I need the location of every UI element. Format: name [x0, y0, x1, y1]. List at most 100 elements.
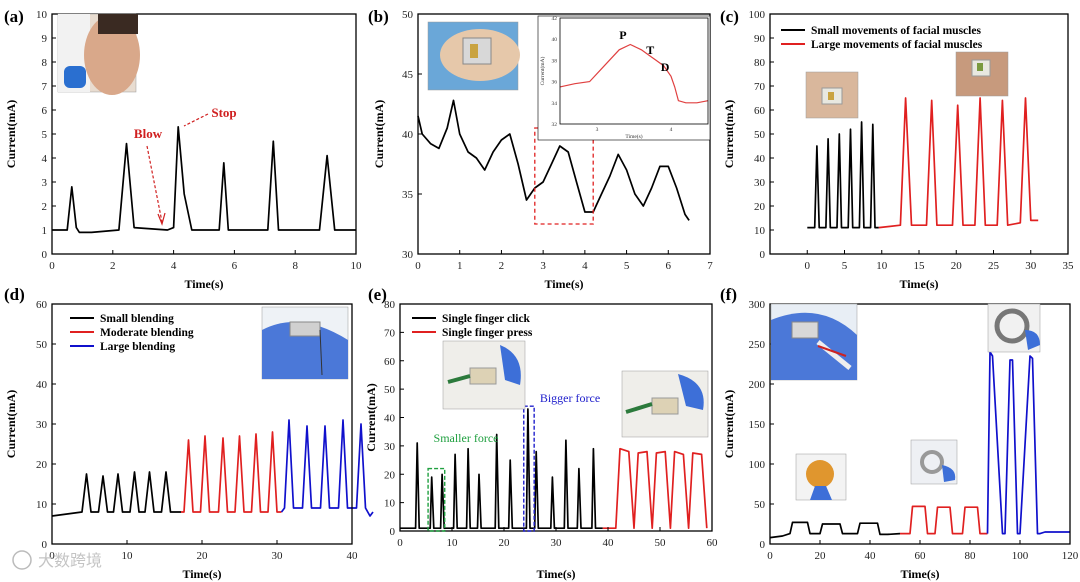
x-tick-label: 20 [951, 260, 963, 272]
y-tick-label: 50 [402, 9, 414, 21]
inset-x-tick-label: 4 [670, 127, 673, 133]
y-tick-label: 20 [754, 201, 766, 213]
photo-f-ball [795, 453, 847, 501]
legend-label: Moderate blending [100, 327, 194, 339]
inset-y-tick-label: 42 [552, 16, 558, 22]
y-tick-label: 60 [36, 299, 48, 311]
x-tick-label: 60 [707, 537, 719, 549]
legend-label: Small blending [100, 313, 174, 325]
watermark-text: 大数跨境 [38, 551, 102, 570]
y-tick-label: 30 [384, 441, 396, 453]
y-tick-label: 60 [754, 105, 766, 117]
series-line-d-0 [51, 471, 181, 517]
y-tick-label: 45 [402, 69, 414, 81]
series-line-f-1 [900, 505, 988, 535]
chart-e: 0 10 20 30 40 50 60 0 10 20 30 40 50 60 70 80 Time(s) Cur… [364, 285, 718, 581]
series-line-b-0 [417, 99, 690, 221]
x-tick-label: 8 [292, 260, 298, 272]
panel-label: (b) [368, 7, 389, 26]
photo-f-ring-large [987, 303, 1041, 353]
y-tick-label: 30 [36, 419, 48, 431]
x-tick-label: 30 [272, 550, 284, 562]
y-tick-label: 1 [42, 225, 48, 237]
x-tick-label: 2 [110, 260, 116, 272]
y-tick-label: 10 [36, 9, 48, 21]
series-line-f-0 [769, 521, 901, 539]
photo-b-arm-sensor [427, 21, 520, 91]
series-line-a-0 [52, 125, 356, 234]
y-tick-label: 4 [42, 153, 48, 165]
photo-e-finger-press [621, 370, 709, 438]
x-axis-label: Time(s) [899, 277, 938, 291]
x-tick-label: 120 [1062, 550, 1079, 562]
y-tick-label: 100 [749, 459, 766, 471]
x-tick-label: 0 [49, 260, 55, 272]
y-tick-label: 0 [42, 539, 48, 551]
annotation-label: Stop [211, 105, 236, 120]
x-tick-label: 80 [965, 550, 977, 562]
y-tick-label: 70 [754, 81, 766, 93]
legend-label: Small movements of facial muscles [811, 25, 981, 37]
x-tick-label: 0 [397, 537, 403, 549]
y-tick-label: 20 [384, 469, 396, 481]
x-tick-label: 0 [767, 550, 773, 562]
x-tick-label: 40 [347, 550, 359, 562]
x-tick-label: 5 [624, 260, 630, 272]
x-tick-label: 5 [842, 260, 848, 272]
y-tick-label: 9 [42, 33, 48, 45]
y-axis-label: Current(mA) [4, 100, 18, 168]
series-line-e-1 [602, 447, 708, 530]
y-tick-label: 40 [754, 153, 766, 165]
y-tick-label: 0 [760, 539, 766, 551]
y-tick-label: 60 [384, 356, 396, 368]
x-tick-label: 40 [865, 550, 877, 562]
chart-c: 0 5 10 15 20 25 30 35 0 10 20 30 40 50 60 70 80 90 100 Time… [720, 7, 1074, 291]
y-tick-label: 40 [36, 379, 48, 391]
inset-y-tick-label: 36 [552, 80, 558, 86]
watermark-icon [12, 550, 32, 570]
legend-label: Single finger press [442, 327, 533, 339]
y-tick-label: 8 [42, 57, 48, 69]
blow-arrowhead [157, 212, 166, 226]
legend-label: Large blending [100, 341, 175, 353]
x-tick-label: 10 [447, 537, 459, 549]
photo-f-hand-sensor [770, 303, 858, 381]
inset-y-tick-label: 32 [552, 122, 558, 128]
bigger-force-box [523, 405, 535, 532]
panel-label: (f) [720, 285, 737, 304]
y-tick-label: 80 [384, 299, 396, 311]
x-tick-label: 30 [1025, 260, 1037, 272]
x-tick-label: 0 [49, 550, 55, 562]
series-line-d-1 [181, 431, 282, 513]
x-tick-label: 10 [122, 550, 134, 562]
y-tick-label: 0 [760, 249, 766, 261]
y-tick-label: 10 [754, 225, 766, 237]
y-tick-label: 50 [36, 339, 48, 351]
y-tick-label: 3 [42, 177, 48, 189]
inset-x-tick-label: 3 [596, 127, 599, 133]
x-tick-label: 1 [457, 260, 463, 272]
y-tick-label: 100 [749, 9, 766, 21]
inset-y-tick-label: 34 [552, 101, 558, 107]
x-tick-label: 3 [540, 260, 546, 272]
y-axis-label: Current(mA) [4, 390, 18, 458]
x-tick-label: 15 [914, 260, 926, 272]
inset-series-line [559, 43, 709, 104]
y-tick-label: 50 [754, 129, 766, 141]
x-tick-label: 40 [603, 537, 615, 549]
y-tick-label: 250 [749, 339, 766, 351]
chart-f: 0 20 40 60 80 100 120 0 50 100 150 200 250 300 Time(s)… [720, 285, 1079, 581]
photo-f-ring-small [910, 439, 958, 485]
x-axis-label: Time(s) [184, 277, 223, 291]
y-tick-label: 200 [749, 379, 766, 391]
inset-background [537, 15, 711, 141]
x-tick-label: 7 [707, 260, 713, 272]
legend-label: Single finger click [442, 313, 531, 325]
x-tick-label: 6 [232, 260, 238, 272]
photo-insets [57, 13, 1041, 501]
x-axis-label: Time(s) [182, 567, 221, 581]
x-axis-label: Time(s) [544, 277, 583, 291]
y-tick-label: 40 [384, 413, 396, 425]
